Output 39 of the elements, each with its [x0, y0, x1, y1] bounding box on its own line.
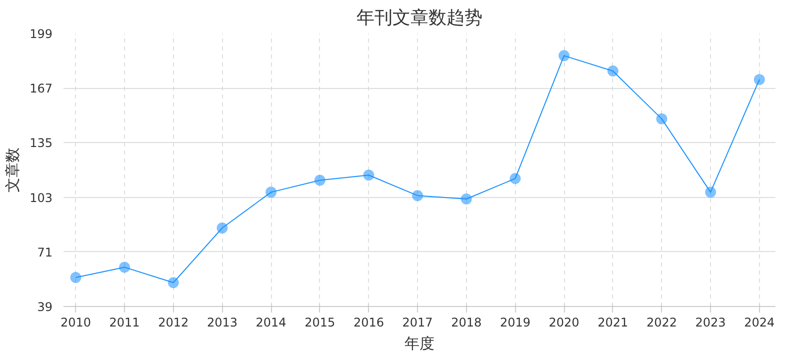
x-tick-label: 2020	[548, 316, 580, 330]
point	[119, 262, 130, 273]
y-tick-label: 71	[37, 245, 53, 260]
point	[656, 113, 668, 124]
point	[558, 50, 570, 62]
point	[266, 186, 277, 198]
x-tick-label: 2011	[109, 316, 140, 330]
x-tick-label: 2024	[744, 316, 775, 330]
x-tick-label: 2021	[598, 316, 628, 330]
point	[412, 190, 424, 202]
y-tick-label: 39	[37, 300, 53, 314]
x-axis-title: 年度	[404, 334, 434, 352]
y-tick-label: 103	[30, 190, 52, 205]
x-tick-label: 2016	[353, 316, 384, 330]
x-tick-label: 2018	[451, 316, 482, 330]
y-tick-label: 199	[30, 27, 52, 41]
chart-title: 年刊文章数趋势	[356, 8, 482, 28]
point	[705, 186, 716, 198]
x-tick-label: 2017	[402, 316, 433, 330]
point	[168, 277, 179, 288]
x-tick-label: 2013	[206, 316, 238, 330]
point	[754, 74, 765, 86]
point	[314, 174, 326, 186]
x-tick-label: 2015	[304, 316, 336, 330]
x-tick-label: 2010	[60, 316, 91, 330]
x-tick-label: 2019	[500, 316, 530, 330]
x-tick-label: 2022	[646, 316, 677, 330]
point	[460, 194, 472, 204]
y-axis-title: 文章数	[4, 148, 22, 192]
x-tick-label: 2012	[158, 316, 189, 330]
point	[510, 173, 521, 184]
point	[70, 272, 82, 283]
y-tick-label: 135	[30, 136, 52, 150]
point	[607, 66, 618, 77]
x-tick-label: 2023	[695, 316, 726, 330]
x-tick-label: 2014	[256, 316, 286, 330]
point	[363, 170, 374, 181]
y-tick-label: 167	[30, 82, 52, 96]
point	[216, 222, 228, 234]
